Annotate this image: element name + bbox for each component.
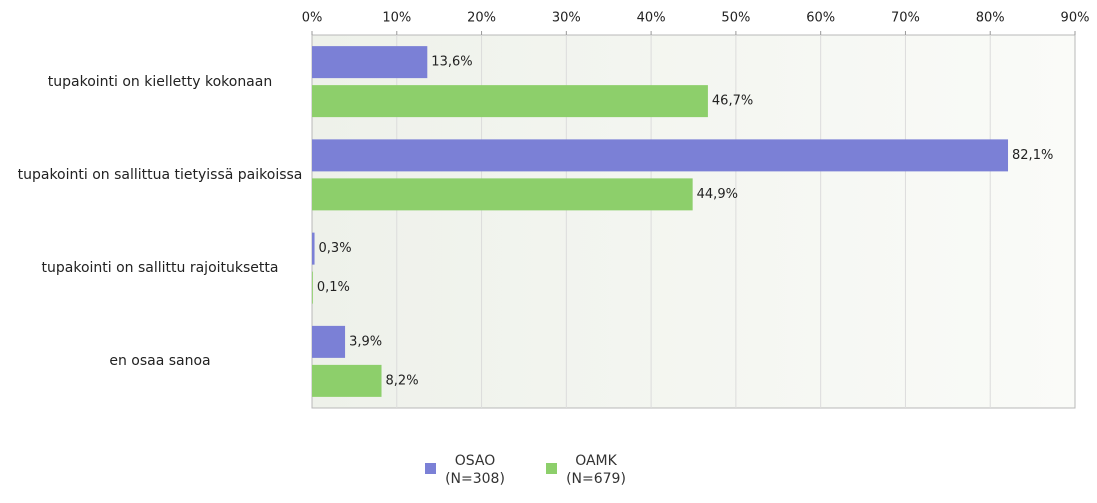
data-label: 3,9%: [349, 334, 382, 349]
bar: [312, 325, 346, 358]
legend-swatch: [546, 463, 557, 474]
data-label: 13,6%: [431, 55, 472, 70]
x-tick-label: 10%: [382, 11, 411, 26]
data-label: 44,9%: [697, 187, 738, 202]
bar: [312, 271, 313, 304]
x-tick-label: 70%: [891, 11, 920, 26]
bar: [312, 46, 428, 79]
category-label: tupakointi on sallittua tietyissä paikoi…: [17, 166, 303, 183]
x-tick-label: 30%: [552, 11, 581, 26]
x-tick-label: 40%: [637, 11, 666, 26]
x-tick-label: 80%: [976, 11, 1005, 26]
category-label: tupakointi on sallittu rajoituksetta: [41, 260, 279, 277]
data-label: 82,1%: [1012, 148, 1053, 163]
category-label: en osaa sanoa: [109, 353, 211, 370]
bar: [312, 364, 382, 397]
x-tick-label: 60%: [806, 11, 835, 26]
bar: [312, 178, 693, 211]
category-label: tupakointi on kielletty kokonaan: [47, 73, 273, 90]
bar: [312, 232, 315, 265]
x-tick-label: 20%: [467, 11, 496, 26]
bar: [312, 85, 708, 118]
data-label: 0,3%: [319, 241, 352, 256]
x-tick-label: 0%: [302, 11, 323, 26]
legend-label: OSAO (N=308): [445, 453, 505, 487]
data-label: 0,1%: [317, 280, 350, 295]
legend-swatch: [425, 463, 436, 474]
legend-label: OAMK (N=679): [566, 453, 626, 487]
x-tick-label: 90%: [1061, 11, 1090, 26]
data-label: 46,7%: [712, 94, 753, 109]
bar: [312, 139, 1009, 172]
data-label: 8,2%: [386, 373, 419, 388]
x-tick-label: 50%: [721, 11, 750, 26]
